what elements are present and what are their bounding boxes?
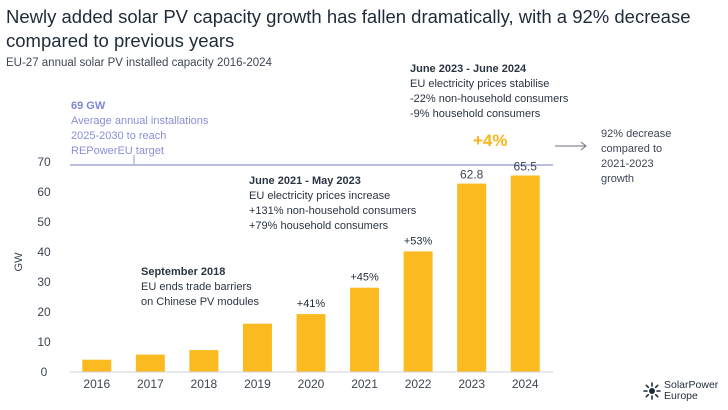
bar-2017 xyxy=(135,354,165,372)
value-label-2023: 62.8 xyxy=(460,168,484,182)
decrease-arrow-head xyxy=(580,141,587,151)
jun2021-line-1: EU electricity prices increase xyxy=(249,190,391,202)
jun2023-line-3: -9% household consumers xyxy=(410,108,541,120)
bar-2019 xyxy=(242,323,272,372)
decrease-line-2: compared to xyxy=(601,143,663,155)
x-tick-label-2022: 2022 xyxy=(405,377,432,391)
y-tick-label-0: 0 xyxy=(41,365,48,379)
growth-label-2020: +41% xyxy=(297,298,326,310)
jun2023-line-2: -22% non-household consumers xyxy=(410,93,569,105)
x-tick-label-2023: 2023 xyxy=(458,377,485,391)
y-tick-label-30: 30 xyxy=(37,275,51,289)
x-tick-label-2019: 2019 xyxy=(244,377,271,391)
solarpower-europe-logo: SolarPower Europe xyxy=(643,380,718,402)
bar-2020 xyxy=(296,314,326,372)
target-line-3: REPowerEU target xyxy=(71,145,164,157)
growth-4-percent-label: +4% xyxy=(473,131,508,150)
sep2018-heading: September 2018 xyxy=(141,266,226,278)
target-annotation: 69 GW Average annual installations 2025-… xyxy=(71,99,208,159)
y-tick-label-40: 40 xyxy=(37,245,51,259)
bar-2021 xyxy=(350,287,380,372)
target-line-1: Average annual installations xyxy=(71,115,209,127)
jun2021-annotation: June 2021 - May 2023 EU electricity pric… xyxy=(249,174,416,234)
x-tick-label-2024: 2024 xyxy=(512,377,539,391)
chart-title: Newly added solar PV capacity growth has… xyxy=(6,6,691,51)
y-axis-label: GW xyxy=(13,252,25,272)
jun2021-line-3: +79% household consumers xyxy=(249,220,389,232)
jun2021-heading: June 2021 - May 2023 xyxy=(249,175,361,187)
bar-2018 xyxy=(189,350,219,372)
sun-logo-icon xyxy=(643,382,661,400)
jun2023-line-1: EU electricity prices stabilise xyxy=(410,78,550,90)
decrease-annotation: 92% decrease compared to 2021-2023 growt… xyxy=(601,127,711,187)
decrease-line-4: growth xyxy=(601,173,635,185)
sep2018-line-2: on Chinese PV modules xyxy=(141,296,260,308)
x-tick-label-2018: 2018 xyxy=(191,377,218,391)
decrease-line-1: 92% decrease xyxy=(601,128,672,140)
y-tick-label-10: 10 xyxy=(37,335,51,349)
bar-2022 xyxy=(403,251,433,372)
sep2018-line-1: EU ends trade barriers xyxy=(141,281,252,293)
chart-subtitle: EU-27 annual solar PV installed capacity… xyxy=(6,57,272,69)
x-tick-label-2017: 2017 xyxy=(137,377,164,391)
x-tick-label-2016: 2016 xyxy=(83,377,110,391)
jun2023-annotation: June 2023 - June 2024 EU electricity pri… xyxy=(410,62,568,122)
sep2018-annotation: September 2018 EU ends trade barriers on… xyxy=(141,265,259,310)
logo-text-line-1: SolarPower xyxy=(664,379,719,391)
x-tick-label-2020: 2020 xyxy=(298,377,325,391)
jun2023-heading: June 2023 - June 2024 xyxy=(410,63,527,75)
growth-label-2021: +45% xyxy=(350,272,379,284)
y-tick-label-60: 60 xyxy=(37,185,51,199)
bar-2024 xyxy=(510,175,540,372)
growth-label-2022: +53% xyxy=(404,235,433,247)
decrease-line-3: 2021-2023 xyxy=(601,158,654,170)
target-heading: 69 GW xyxy=(71,100,106,112)
bar-2023 xyxy=(457,183,487,372)
y-tick-label-20: 20 xyxy=(37,305,51,319)
bar-2016 xyxy=(82,359,112,372)
x-tick-label-2021: 2021 xyxy=(351,377,378,391)
y-tick-label-50: 50 xyxy=(37,215,51,229)
jun2021-line-2: +131% non-household consumers xyxy=(249,205,417,217)
logo-text-line-2: Europe xyxy=(664,390,698,402)
value-label-2024: 65.5 xyxy=(514,160,538,174)
target-line-2: 2025-2030 to reach xyxy=(71,130,167,142)
y-tick-label-70: 70 xyxy=(37,155,51,169)
